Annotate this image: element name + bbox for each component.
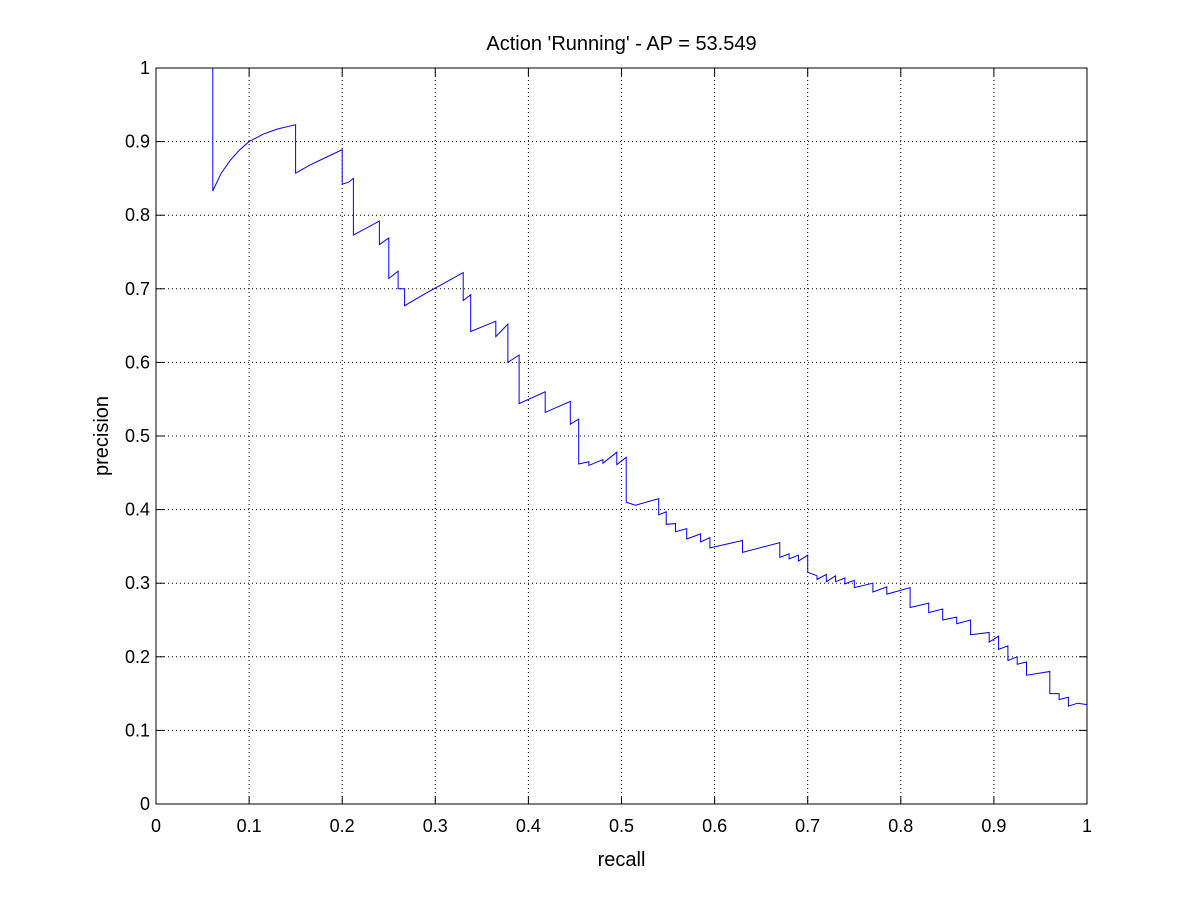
x-tick-label: 0.3 bbox=[423, 816, 448, 836]
y-tick-label: 1 bbox=[140, 58, 150, 78]
x-tick-label: 0.5 bbox=[609, 816, 634, 836]
x-tick-label: 0.6 bbox=[702, 816, 727, 836]
x-tick-label: 0 bbox=[151, 816, 161, 836]
x-tick-label: 0.8 bbox=[888, 816, 913, 836]
y-tick-label: 0.7 bbox=[125, 279, 150, 299]
grid bbox=[156, 68, 1087, 804]
x-tick-label: 1 bbox=[1082, 816, 1092, 836]
y-tick-label: 0.1 bbox=[125, 720, 150, 740]
x-tick-label: 0.9 bbox=[981, 816, 1006, 836]
x-tick-label: 0.7 bbox=[795, 816, 820, 836]
y-tick-label: 0.8 bbox=[125, 205, 150, 225]
chart-title: Action 'Running' - AP = 53.549 bbox=[486, 33, 756, 55]
ticks: 0 0.1 0.2 0.3 0.4 0.5 0.6 0.7 0.8 0.9 1 0 0.1 0.2 0.3 0… bbox=[125, 58, 1092, 836]
x-axis-label: recall bbox=[598, 849, 646, 871]
y-tick-label: 0.2 bbox=[125, 647, 150, 667]
y-tick-label: 0 bbox=[140, 794, 150, 814]
y-axis-label: precision bbox=[91, 396, 113, 476]
x-tick-label: 0.1 bbox=[237, 816, 262, 836]
series-line bbox=[212, 68, 1088, 707]
y-tick-label: 0.6 bbox=[125, 352, 150, 372]
y-tick-label: 0.4 bbox=[125, 500, 150, 520]
x-tick-label: 0.4 bbox=[516, 816, 541, 836]
y-tick-label: 0.9 bbox=[125, 132, 150, 152]
y-tick-label: 0.5 bbox=[125, 426, 150, 446]
y-tick-label: 0.3 bbox=[125, 573, 150, 593]
x-tick-label: 0.2 bbox=[330, 816, 355, 836]
